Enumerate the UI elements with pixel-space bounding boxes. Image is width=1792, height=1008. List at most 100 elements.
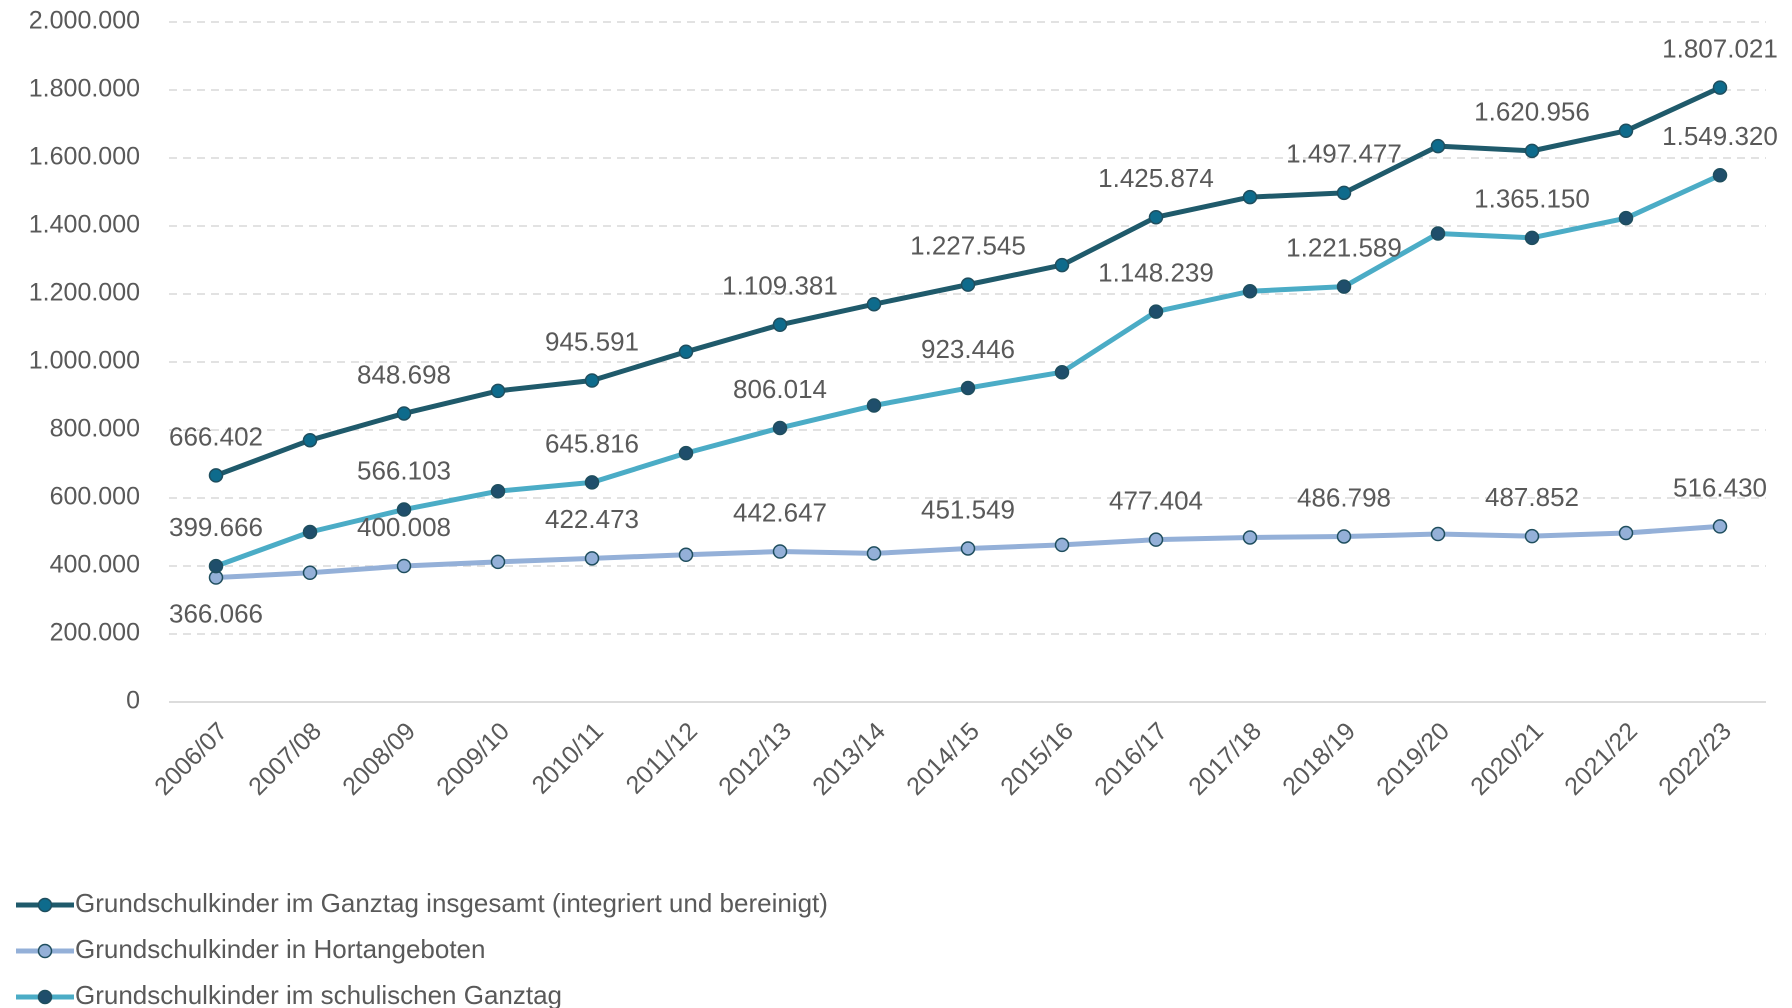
y-tick-label: 1.800.000 — [29, 75, 140, 103]
data-point — [1054, 364, 1070, 380]
x-tick-label: 2012/13 — [713, 717, 797, 801]
data-label: 645.816 — [545, 428, 639, 458]
data-point — [490, 383, 506, 399]
data-point — [678, 547, 694, 563]
data-label: 477.404 — [1109, 486, 1203, 516]
data-point — [1618, 123, 1634, 139]
data-point — [1242, 530, 1258, 545]
data-point — [678, 344, 694, 360]
data-point — [866, 398, 882, 413]
x-tick-label: 2016/17 — [1089, 717, 1173, 801]
data-point — [1430, 526, 1446, 542]
legend-label: Grundschulkinder in Hortangeboten — [75, 934, 485, 964]
data-label: 1.109.381 — [722, 271, 838, 301]
data-point — [866, 296, 882, 312]
data-label: 1.620.956 — [1474, 97, 1590, 127]
data-point — [1430, 138, 1446, 154]
data-label: 1.221.589 — [1286, 233, 1402, 263]
data-label: 848.698 — [357, 359, 451, 389]
data-point — [1524, 230, 1540, 246]
data-point — [490, 554, 506, 570]
data-point — [960, 541, 976, 556]
data-point — [584, 551, 600, 566]
data-label: 487.852 — [1485, 482, 1579, 512]
data-point — [960, 380, 976, 396]
data-label: 1.425.874 — [1098, 163, 1214, 193]
y-tick-label: 200.000 — [50, 619, 140, 647]
x-tick-label: 2019/20 — [1371, 717, 1455, 801]
legend-marker — [37, 989, 53, 1005]
x-tick-label: 2007/08 — [243, 717, 327, 801]
legend-item: Grundschulkinder im schulischen Ganztag — [16, 980, 562, 1008]
data-point — [772, 317, 788, 333]
x-tick-label: 2010/11 — [527, 717, 609, 799]
data-point — [1712, 519, 1728, 534]
legend-marker — [37, 943, 53, 959]
data-label: 400.008 — [357, 512, 451, 542]
data-point — [772, 544, 788, 559]
y-tick-label: 0 — [126, 687, 140, 715]
data-point — [1148, 532, 1164, 547]
data-point — [1336, 529, 1352, 544]
y-tick-label: 1.000.000 — [29, 347, 140, 375]
data-label: 923.446 — [921, 334, 1015, 364]
data-label: 945.591 — [545, 326, 639, 356]
y-tick-label: 2.000.000 — [29, 7, 140, 35]
data-point — [772, 420, 788, 436]
data-point — [490, 483, 506, 499]
x-tick-label: 2022/23 — [1653, 717, 1737, 801]
data-label: 366.066 — [169, 598, 263, 628]
data-point — [1618, 210, 1634, 226]
data-point — [396, 406, 412, 421]
data-point — [396, 502, 412, 517]
data-point — [584, 475, 600, 490]
data-label: 399.666 — [169, 512, 263, 542]
data-point — [396, 558, 412, 574]
x-tick-label: 2015/16 — [995, 717, 1079, 801]
data-point — [960, 277, 976, 292]
x-tick-label: 2021/22 — [1559, 717, 1643, 801]
data-point — [1524, 143, 1540, 159]
data-point — [1430, 226, 1446, 241]
data-label: 1.549.320 — [1662, 121, 1778, 151]
x-tick-label: 2014/15 — [901, 717, 985, 801]
x-tick-label: 2011/12 — [621, 717, 703, 799]
data-label: 1.365.150 — [1474, 184, 1590, 214]
data-label: 451.549 — [921, 494, 1015, 524]
data-label: 806.014 — [733, 374, 827, 404]
data-label: 1.807.021 — [1662, 33, 1778, 63]
legend-item: Grundschulkinder in Hortangeboten — [16, 934, 485, 964]
x-tick-label: 2018/19 — [1277, 717, 1361, 801]
data-label: 486.798 — [1297, 482, 1391, 512]
data-point — [1336, 279, 1352, 294]
x-tick-label: 2008/09 — [337, 717, 421, 801]
data-point — [866, 546, 882, 561]
data-point — [1336, 185, 1352, 201]
data-point — [302, 432, 318, 448]
x-tick-label: 2020/21 — [1465, 717, 1549, 801]
data-point — [1242, 284, 1258, 299]
y-tick-label: 1.400.000 — [29, 211, 140, 239]
data-point — [1712, 80, 1728, 95]
data-label: 422.473 — [545, 504, 639, 534]
data-point — [1054, 257, 1070, 273]
data-label: 442.647 — [733, 497, 827, 527]
x-tick-label: 2009/10 — [431, 717, 515, 801]
data-point — [678, 445, 694, 461]
data-point — [1712, 167, 1728, 183]
data-point — [302, 565, 318, 581]
data-point — [208, 558, 224, 574]
legend-label: Grundschulkinder im schulischen Ganztag — [75, 980, 562, 1008]
y-tick-label: 400.000 — [50, 551, 140, 579]
legend-label: Grundschulkinder im Ganztag insgesamt (i… — [75, 888, 828, 918]
x-tick-label: 2017/18 — [1183, 717, 1267, 801]
data-label: 666.402 — [169, 421, 263, 451]
data-point — [208, 468, 224, 483]
data-point — [584, 373, 600, 388]
data-point — [302, 524, 318, 540]
legend-item: Grundschulkinder im Ganztag insgesamt (i… — [16, 888, 828, 918]
data-point — [1054, 537, 1070, 553]
data-point — [1148, 209, 1164, 225]
legend-marker — [37, 897, 53, 913]
